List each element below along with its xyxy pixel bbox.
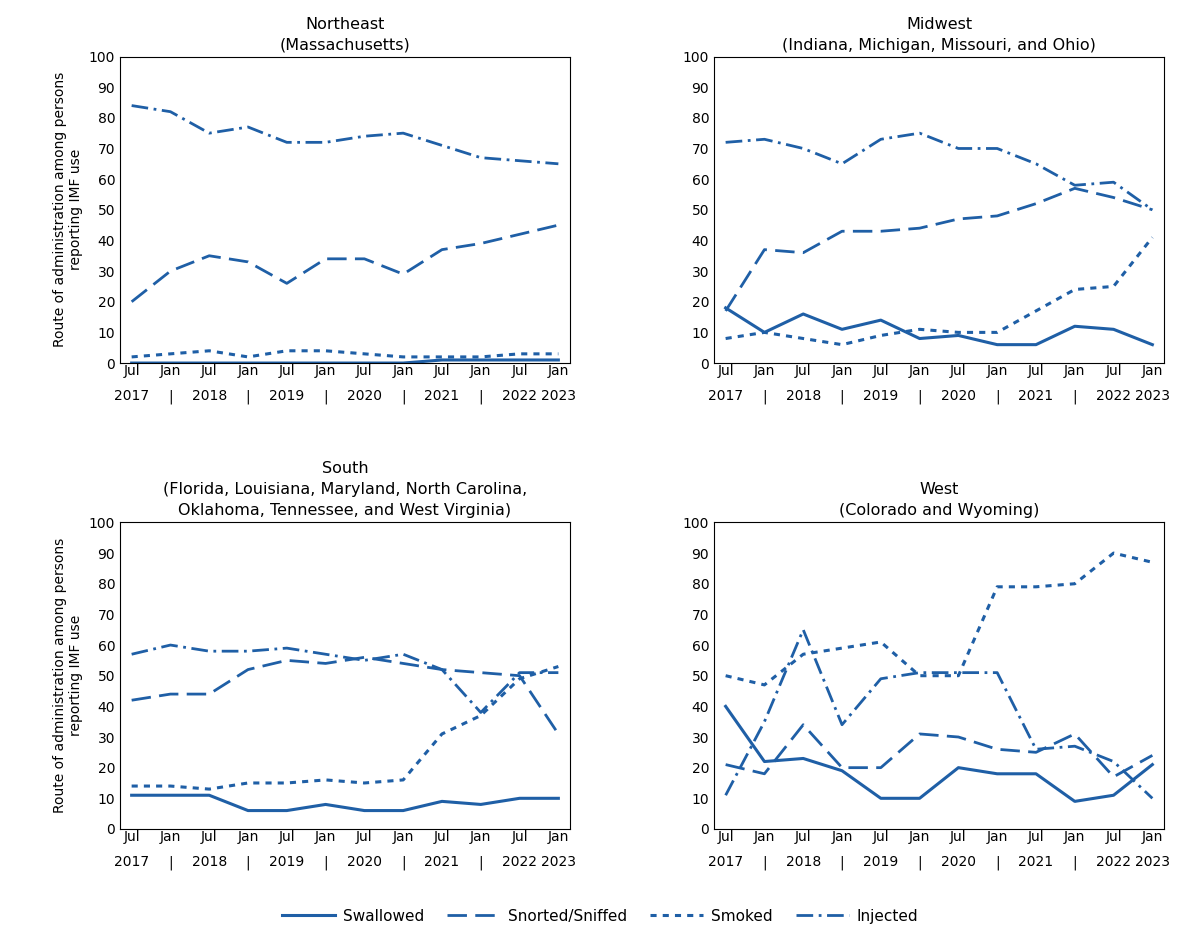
Text: |: | — [323, 855, 328, 869]
Text: |: | — [995, 855, 1000, 869]
Text: 2022: 2022 — [1096, 855, 1132, 869]
Text: |: | — [762, 389, 767, 403]
Text: 2018: 2018 — [786, 855, 821, 869]
Text: 2019: 2019 — [863, 389, 899, 403]
Text: 2018: 2018 — [192, 855, 227, 869]
Text: |: | — [995, 389, 1000, 403]
Text: |: | — [1073, 389, 1078, 403]
Text: 2023: 2023 — [1135, 389, 1170, 403]
Text: |: | — [401, 855, 406, 869]
Text: 2019: 2019 — [269, 389, 305, 403]
Text: 2021: 2021 — [425, 389, 460, 403]
Text: 2021: 2021 — [1019, 389, 1054, 403]
Text: |: | — [762, 855, 767, 869]
Text: 2020: 2020 — [347, 389, 382, 403]
Text: |: | — [917, 855, 922, 869]
Title: South
(Florida, Louisiana, Maryland, North Carolina,
Oklahoma, Tennessee, and We: South (Florida, Louisiana, Maryland, Nor… — [163, 462, 527, 518]
Y-axis label: Route of administration among persons
reporting IMF use: Route of administration among persons re… — [53, 73, 83, 348]
Legend: Swallowed, Snorted/Sniffed, Smoked, Injected: Swallowed, Snorted/Sniffed, Smoked, Inje… — [276, 902, 924, 930]
Text: 2023: 2023 — [541, 855, 576, 869]
Text: |: | — [479, 389, 484, 403]
Text: |: | — [323, 389, 328, 403]
Text: 2017: 2017 — [708, 855, 743, 869]
Text: |: | — [917, 389, 922, 403]
Text: 2017: 2017 — [114, 389, 149, 403]
Text: |: | — [401, 389, 406, 403]
Text: |: | — [246, 855, 251, 869]
Text: 2018: 2018 — [192, 389, 227, 403]
Text: 2021: 2021 — [425, 855, 460, 869]
Text: 2022: 2022 — [1096, 389, 1132, 403]
Text: 2021: 2021 — [1019, 855, 1054, 869]
Text: 2023: 2023 — [541, 389, 576, 403]
Text: 2022: 2022 — [502, 855, 538, 869]
Text: |: | — [840, 855, 845, 869]
Text: 2020: 2020 — [941, 389, 976, 403]
Title: West
(Colorado and Wyoming): West (Colorado and Wyoming) — [839, 482, 1039, 518]
Text: 2019: 2019 — [269, 855, 305, 869]
Text: |: | — [840, 389, 845, 403]
Text: 2018: 2018 — [786, 389, 821, 403]
Text: 2020: 2020 — [347, 855, 382, 869]
Text: 2019: 2019 — [863, 855, 899, 869]
Text: |: | — [168, 855, 173, 869]
Y-axis label: Route of administration among persons
reporting IMF use: Route of administration among persons re… — [53, 538, 83, 813]
Text: 2017: 2017 — [708, 389, 743, 403]
Text: |: | — [1073, 855, 1078, 869]
Title: Northeast
(Massachusetts): Northeast (Massachusetts) — [280, 17, 410, 53]
Text: 2020: 2020 — [941, 855, 976, 869]
Text: |: | — [479, 855, 484, 869]
Text: 2023: 2023 — [1135, 855, 1170, 869]
Title: Midwest
(Indiana, Michigan, Missouri, and Ohio): Midwest (Indiana, Michigan, Missouri, an… — [782, 17, 1096, 53]
Text: |: | — [246, 389, 251, 403]
Text: 2017: 2017 — [114, 855, 149, 869]
Text: 2022: 2022 — [502, 389, 538, 403]
Text: |: | — [168, 389, 173, 403]
